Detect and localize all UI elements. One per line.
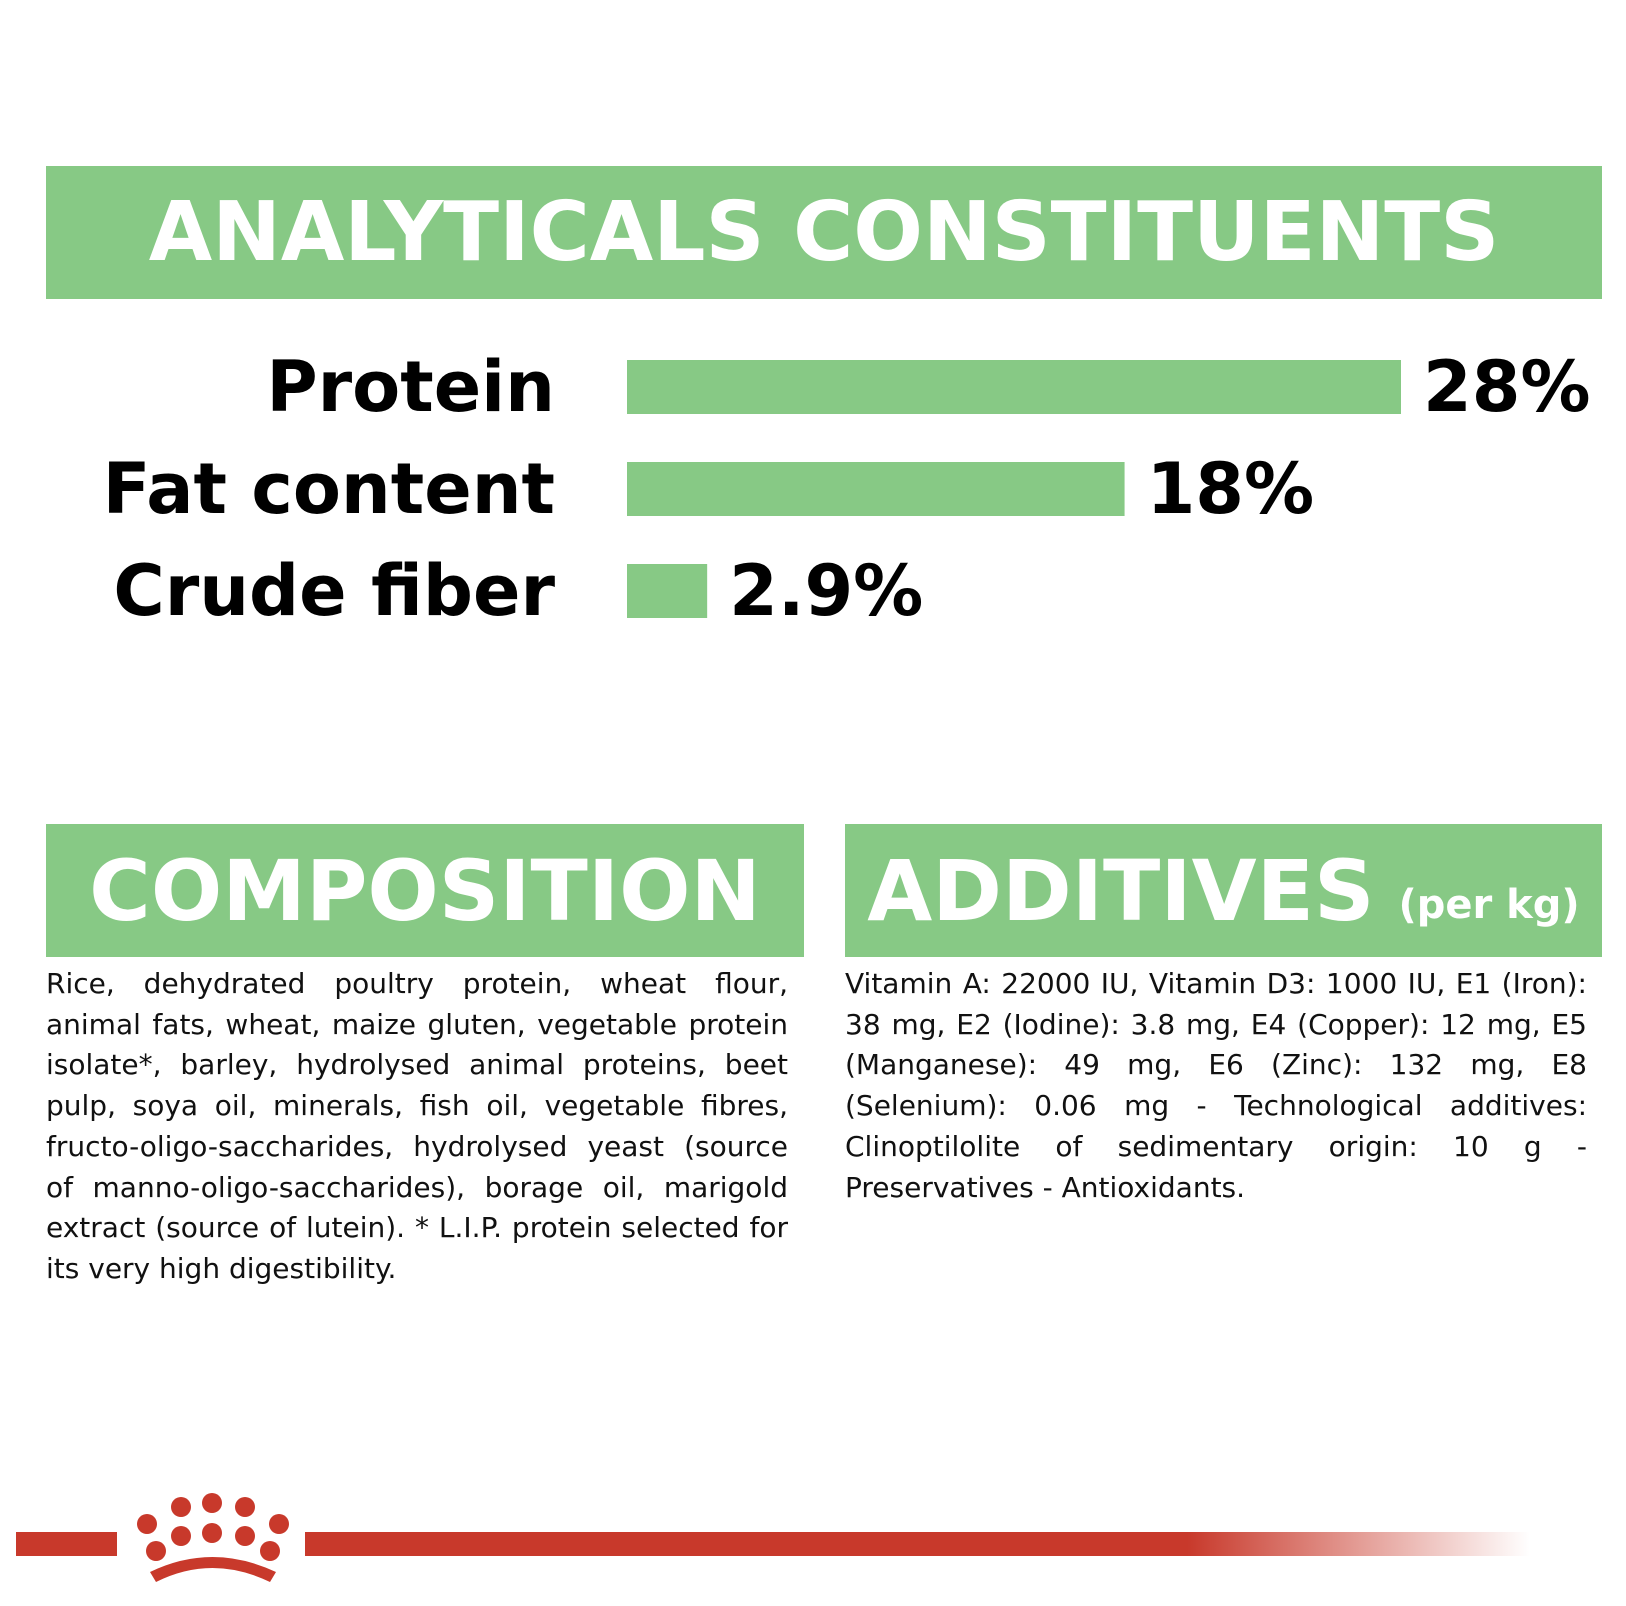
additives-text: Vitamin A: 22000 IU, Vitamin D3: 1000 IU…: [845, 967, 1587, 1204]
value-label-fat-content: 18%: [1147, 448, 1315, 530]
value-label-protein: 28%: [1423, 346, 1591, 428]
value-label-crude-fiber: 2.9%: [729, 550, 923, 632]
analytics-header: ANALYTICALS CONSTITUENTS: [46, 166, 1602, 299]
bar-crude-fiber: [627, 564, 708, 618]
composition-title: COMPOSITION: [89, 841, 761, 940]
analytics-title: ANALYTICALS CONSTITUENTS: [148, 185, 1500, 280]
brand-bar-left: [16, 1532, 117, 1556]
crown-icon: [137, 1493, 289, 1582]
composition-text: Rice, dehydrated poultry protein, wheat …: [46, 967, 788, 1285]
additives-header: ADDITIVES (per kg): [845, 824, 1602, 957]
category-label-protein: Protein: [266, 346, 555, 428]
additives-subtitle: (per kg): [1398, 881, 1580, 928]
bar-fat-content: [627, 462, 1125, 516]
category-label-fat-content: Fat content: [103, 448, 555, 530]
composition-header: COMPOSITION: [46, 824, 804, 957]
brand-bar-right: [305, 1532, 1530, 1556]
footer-brand-bar: [16, 1493, 1530, 1582]
analytics-bar-chart: Protein 28% Fat content 18% Crude fiber 2.9%: [103, 346, 1591, 632]
additives-title: ADDITIVES: [867, 841, 1375, 940]
bar-protein: [627, 360, 1401, 414]
category-label-crude-fiber: Crude fiber: [113, 550, 555, 632]
